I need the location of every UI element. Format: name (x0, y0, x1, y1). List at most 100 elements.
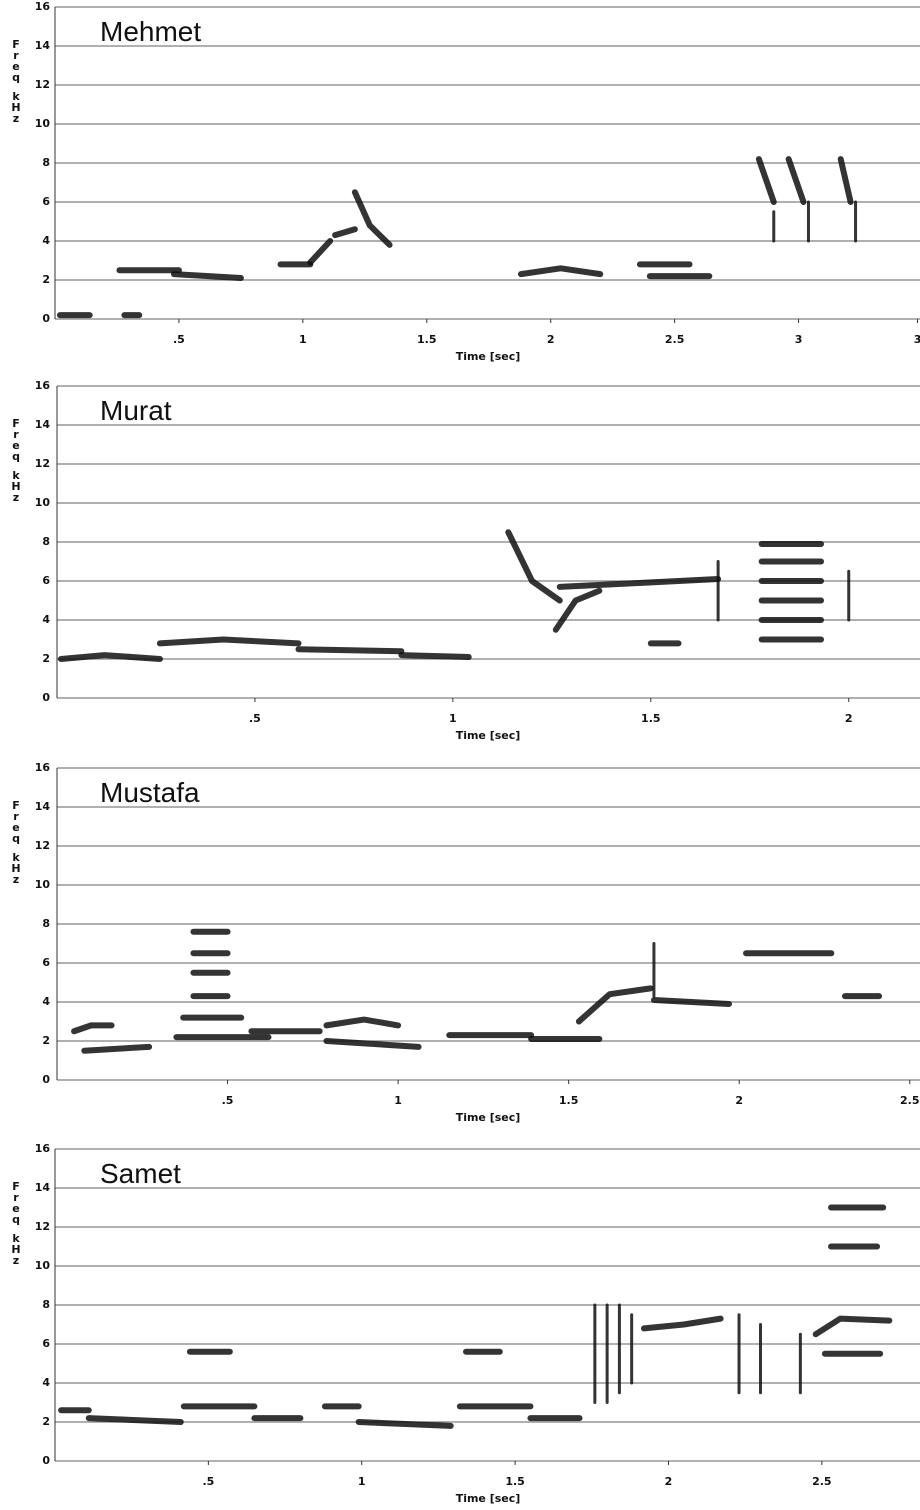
y-tick-label: 16 (35, 1142, 51, 1155)
y-tick-label: 10 (35, 878, 51, 891)
y-tick-label: 6 (42, 1337, 50, 1350)
sound-trace (575, 985, 654, 1025)
panel-title: Mehmet (100, 16, 201, 47)
sound-trace (517, 265, 604, 278)
sound-trace (323, 1038, 422, 1050)
y-tick-label: 2 (42, 1415, 50, 1428)
sound-trace (170, 271, 244, 282)
x-tick-label: 2 (845, 712, 853, 725)
sound-trace (556, 576, 722, 590)
x-tick-label: 1.5 (559, 1094, 579, 1107)
x-tick-label: .5 (202, 1475, 214, 1488)
sound-trace (307, 238, 334, 266)
x-tick-label: .5 (173, 333, 185, 346)
panel-background (0, 760, 920, 1132)
y-tick-label: 14 (35, 418, 51, 431)
y-tick-label: 0 (42, 1454, 50, 1467)
y-tick-label: 0 (42, 691, 50, 704)
x-tick-label: 1.5 (641, 712, 661, 725)
sound-trace (837, 156, 854, 205)
y-tick-label: 0 (42, 312, 50, 325)
y-tick-label: 6 (42, 195, 50, 208)
x-tick-label: 1 (299, 333, 307, 346)
sound-trace (398, 652, 472, 661)
sound-trace (156, 636, 302, 647)
y-tick-label: 4 (42, 234, 50, 247)
sound-trace (640, 1315, 724, 1332)
y-tick-label: 16 (35, 379, 51, 392)
panel-title: Mustafa (100, 777, 200, 808)
y-tick-label: 10 (35, 1259, 51, 1272)
sound-trace (85, 1415, 184, 1425)
x-tick-label: 1 (358, 1475, 366, 1488)
y-tick-label: 6 (42, 956, 50, 969)
y-tick-label: 12 (35, 1220, 50, 1233)
x-tick-label: 3 (795, 333, 803, 346)
y-tick-label: 8 (42, 535, 50, 548)
x-tick-label: .5 (249, 712, 261, 725)
y-tick-label: 10 (35, 496, 51, 509)
x-tick-label: .5 (222, 1094, 234, 1107)
sound-trace (71, 1022, 115, 1035)
x-tick-label: 2 (735, 1094, 743, 1107)
y-tick-label: 12 (35, 78, 50, 91)
sound-trace (57, 652, 163, 662)
panel-title: Murat (100, 395, 172, 426)
y-tick-label: 4 (42, 1376, 50, 1389)
sound-trace (812, 1315, 893, 1338)
sound-trace (81, 1043, 153, 1054)
y-tick-label: 0 (42, 1073, 50, 1086)
sound-trace (552, 587, 603, 633)
sound-trace (650, 997, 732, 1007)
y-tick-label: 8 (42, 917, 50, 930)
x-axis-label: Time [sec] (456, 1492, 521, 1505)
x-tick-label: 1 (449, 712, 457, 725)
y-tick-label: 6 (42, 574, 50, 587)
y-tick-label: 8 (42, 1298, 50, 1311)
y-tick-label: 2 (42, 1034, 50, 1047)
y-tick-label: 2 (42, 273, 50, 286)
x-axis-label: Time [sec] (456, 350, 521, 363)
x-tick-label: 2 (665, 1475, 673, 1488)
y-tick-label: 14 (35, 800, 51, 813)
y-tick-label: 16 (35, 0, 51, 13)
y-tick-label: 4 (42, 995, 50, 1008)
x-tick-label: 3 (914, 333, 920, 346)
y-tick-label: 8 (42, 156, 50, 169)
y-tick-label: 12 (35, 839, 50, 852)
x-tick-label: 1.5 (417, 333, 437, 346)
sound-trace (505, 529, 563, 604)
x-tick-label: 1.5 (505, 1475, 525, 1488)
y-tick-label: 4 (42, 613, 50, 626)
x-tick-label: 2.5 (812, 1475, 832, 1488)
x-tick-label: 2.5 (900, 1094, 920, 1107)
sound-trace (295, 646, 405, 655)
sound-trace (755, 156, 777, 205)
y-tick-label: 10 (35, 117, 51, 130)
sound-trace (323, 1016, 402, 1029)
y-tick-label: 12 (35, 457, 50, 470)
x-tick-label: 2 (547, 333, 555, 346)
y-tick-label: 16 (35, 761, 51, 774)
x-tick-label: 2.5 (665, 333, 685, 346)
y-tick-label: 14 (35, 39, 51, 52)
y-tick-label: 14 (35, 1181, 51, 1194)
x-tick-label: 1 (394, 1094, 402, 1107)
panel: 0 2 4 6 8 10 12 14 16 .5 1 1.5 2 2.5 3 3 Time [sec] F r e q k… (0, 0, 920, 371)
sound-trace (332, 226, 358, 239)
sound-trace (351, 189, 393, 248)
x-axis-label: Time [sec] (456, 1111, 521, 1124)
y-tick-label: 2 (42, 652, 50, 665)
sound-trace (355, 1419, 454, 1429)
sound-trace (785, 156, 807, 205)
x-axis-label: Time [sec] (456, 729, 521, 742)
panel-background (0, 1141, 920, 1510)
